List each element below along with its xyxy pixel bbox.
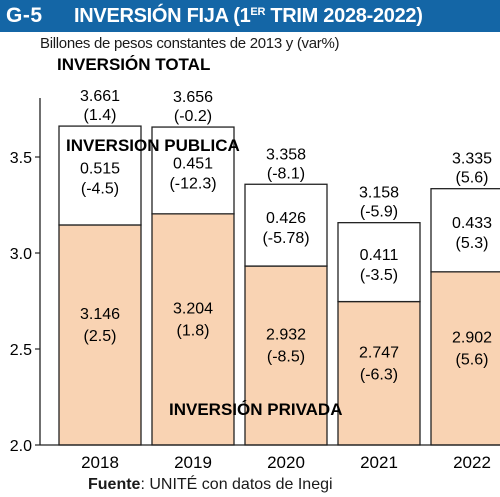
labels-layer: 3.146 (2.5) 0.515 (-4.5) 3.661 (1.4) 3.204 (1.8… [57,55,492,419]
total-value-label: 3.358 [266,146,306,163]
y-tick-label: 2.5 [10,342,32,359]
total-value-label: 3.656 [173,89,213,106]
chart-title: INVERSIÓN FIJA (1ER TRIM 2028-2022) [74,5,423,28]
total-value-label: 3.158 [359,185,399,202]
bar-public-2021 [337,222,421,303]
source-label: Fuente [88,476,141,493]
x-tick-label: 2018 [81,453,119,472]
private-value-label: 3.146 [80,306,120,323]
chart-source: Fuente: UNITÉ con datos de Inegi [88,476,333,494]
private-value-label: 3.204 [173,300,213,317]
public-value-label: 0.411 [360,247,399,264]
total-change-label: (5.6) [456,170,489,187]
chart-title-rest: TRIM 2028-2022) [265,4,423,27]
total-change-label: (-0.2) [174,108,212,125]
total-change-label: (-5.9) [360,204,398,221]
chart-subtitle: Billones de pesos constantes de 2013 y (… [40,35,340,52]
total-value-label: 3.661 [80,88,120,105]
bar-private-2019 [151,213,235,446]
private-change-label: (-6.3) [360,366,398,383]
bars-layer [58,125,500,446]
chart-title-sup: ER [250,5,266,18]
public-value-label: 0.433 [452,215,492,232]
x-tick-label: 2021 [360,453,398,472]
private-value-label: 2.902 [452,329,492,346]
bar-private-2018 [58,224,142,446]
total-change-label: (1.4) [84,107,117,124]
private-change-label: (-8.5) [267,349,305,366]
chart-code: G-5 [6,4,43,27]
public-change-label: (5.3) [456,235,489,252]
annotation-total: INVERSIÓN TOTAL [57,55,210,74]
bar-public-2019 [151,126,235,215]
bar-private-2021 [337,300,421,446]
source-text: : UNITÉ con datos de Inegi [140,476,333,493]
y-tick-label: 2.0 [10,438,32,455]
private-value-label: 2.747 [359,344,399,361]
public-change-label: (-4.5) [81,181,119,198]
private-change-label: (1.8) [177,322,210,339]
x-tick-label: 2022 [453,453,491,472]
bar-private-2020 [244,265,328,446]
chart-banner: G-5 INVERSIÓN FIJA (1ER TRIM 2028-2022) [0,0,500,32]
public-change-label: (-12.3) [169,175,216,192]
private-value-label: 2.932 [266,327,306,344]
annotation-private: INVERSIÓN PRIVADA [169,400,343,419]
public-value-label: 0.451 [173,155,213,172]
public-value-label: 0.515 [80,161,120,178]
bar-public-2020 [244,183,328,267]
private-change-label: (2.5) [84,328,117,345]
total-change-label: (-8.1) [267,165,305,182]
x-tick-label: 2020 [267,453,305,472]
public-value-label: 0.426 [266,210,306,227]
axes-layer: 2018 2019 2020 2021 2022 2.0 2.5 3.0 3.5 [10,98,500,472]
y-tick-label: 3.5 [10,150,32,167]
private-change-label: (5.6) [456,351,489,368]
bar-public-2022 [430,188,500,273]
total-value-label: 3.335 [452,151,492,168]
annotation-public: INVERSION PUBLICA [66,136,240,155]
y-tick-label: 3.0 [10,246,32,263]
x-tick-label: 2019 [174,453,212,472]
public-change-label: (-3.5) [360,267,398,284]
public-change-label: (-5.78) [262,230,309,247]
chart-title-main: INVERSIÓN FIJA (1 [74,4,251,27]
bar-public-2018 [58,125,142,226]
